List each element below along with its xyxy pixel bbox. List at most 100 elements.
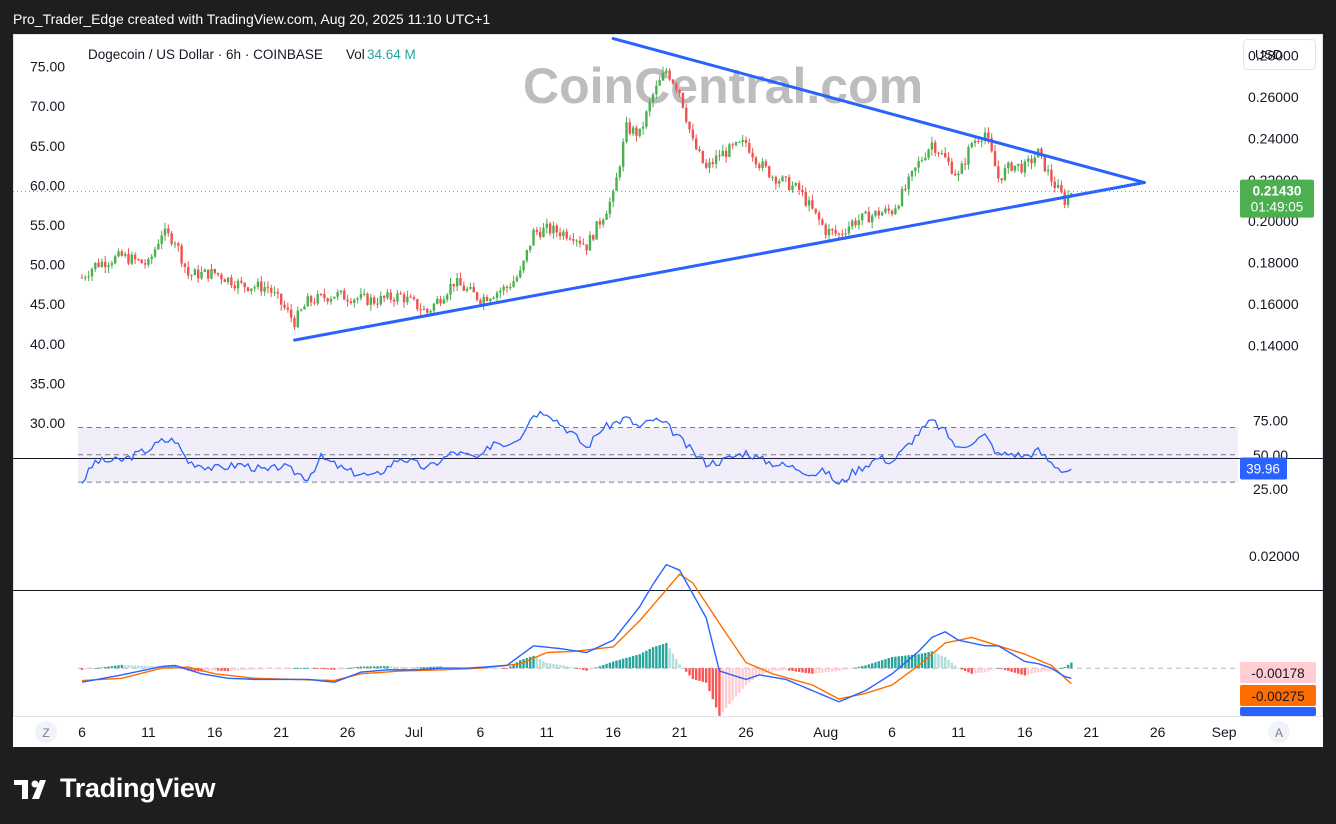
- macd-histogram-bar: [704, 668, 708, 683]
- candle: [781, 175, 784, 182]
- candle: [628, 118, 631, 136]
- candle: [797, 180, 801, 196]
- candle: [701, 150, 705, 164]
- macd-histogram-bar: [369, 666, 373, 669]
- candle: [353, 298, 356, 308]
- macd-histogram-bar: [671, 653, 675, 669]
- candle: [296, 306, 299, 329]
- macd-histogram-bar: [372, 666, 376, 669]
- candle: [107, 262, 110, 274]
- candle-body: [1053, 181, 1056, 188]
- candlestick-series: [80, 66, 1073, 330]
- candle: [250, 288, 253, 295]
- macd-value-badge: [1240, 707, 1316, 716]
- candle: [957, 170, 960, 182]
- candle: [190, 274, 193, 281]
- candle: [595, 221, 598, 240]
- footer-brand: TradingView: [14, 768, 216, 808]
- candle: [771, 175, 774, 181]
- candle-body: [572, 239, 575, 241]
- candle-body: [728, 144, 731, 157]
- candle-body: [200, 271, 203, 279]
- candle-body: [316, 294, 319, 304]
- macd-histogram-bar: [1027, 668, 1030, 675]
- macd-histogram-bar: [120, 664, 124, 669]
- candle: [1040, 147, 1043, 159]
- candle-body: [625, 122, 628, 142]
- macd-histogram-bar: [1010, 668, 1013, 672]
- candle: [787, 174, 791, 191]
- candle-body: [615, 177, 618, 191]
- macd-histogram-bar: [349, 667, 353, 669]
- candle-body: [273, 292, 276, 294]
- candle-body: [505, 286, 509, 288]
- macd-histogram-bar: [1017, 668, 1020, 674]
- currency-button[interactable]: [1243, 39, 1316, 70]
- auto-scale-label: A: [1275, 726, 1283, 740]
- macd-histogram-bar: [333, 668, 336, 670]
- candle: [874, 210, 877, 218]
- rsi-axis-tick: 75.00: [1253, 413, 1288, 429]
- candle: [618, 164, 622, 181]
- macd-histogram-bar: [681, 667, 685, 669]
- candle-body: [854, 220, 857, 226]
- candle: [1020, 159, 1023, 174]
- macd-histogram-bar: [605, 663, 608, 669]
- macd-histogram-bar: [250, 668, 253, 670]
- candle-body: [412, 297, 416, 300]
- macd-histogram-bar: [1060, 668, 1063, 669]
- candle-body: [87, 276, 90, 278]
- candle-body: [558, 232, 562, 237]
- candle: [416, 298, 419, 312]
- candle: [598, 217, 602, 229]
- candle-body: [897, 205, 900, 209]
- candle: [200, 266, 203, 280]
- candle: [751, 147, 754, 162]
- candle: [419, 303, 422, 316]
- resistance-trendline: [611, 37, 1146, 184]
- candle: [910, 170, 914, 181]
- candle-body: [409, 296, 412, 298]
- candle: [1030, 155, 1033, 170]
- macd-histogram-bar: [970, 668, 973, 674]
- macd-histogram-bar: [963, 668, 967, 671]
- candle-body: [804, 192, 807, 206]
- candle: [187, 261, 190, 280]
- candle-body: [230, 277, 233, 286]
- candle: [894, 204, 897, 216]
- candle: [877, 207, 880, 219]
- price-axis-tick: 0.14000: [1248, 337, 1299, 353]
- candle: [90, 267, 94, 282]
- candle: [681, 92, 685, 109]
- macd-histogram-bar: [190, 668, 193, 671]
- macd-histogram-bar: [661, 644, 665, 669]
- candle-body: [944, 153, 947, 158]
- candle-body: [1060, 184, 1063, 193]
- macd-histogram-bar: [313, 668, 316, 669]
- candle-body: [721, 150, 724, 157]
- candle: [197, 265, 200, 283]
- candle: [605, 210, 608, 220]
- macd-histogram-bar: [283, 668, 286, 669]
- candle: [861, 213, 864, 226]
- candle: [260, 275, 263, 296]
- macd-histogram-bar: [263, 668, 266, 670]
- candle: [84, 274, 87, 281]
- candle-body: [612, 190, 615, 202]
- candle-body: [509, 287, 512, 289]
- candle: [791, 181, 794, 193]
- candle-body: [1033, 157, 1037, 164]
- zoom-button[interactable]: [35, 721, 57, 743]
- candle: [130, 251, 133, 266]
- macd-histogram-bar: [216, 668, 220, 671]
- candle: [489, 297, 492, 304]
- candle-body: [967, 147, 970, 165]
- auto-scale-button[interactable]: [1268, 721, 1290, 743]
- candle-body: [821, 219, 824, 225]
- macd-histogram-bar: [1043, 668, 1046, 672]
- candle: [303, 304, 306, 310]
- candle-body: [246, 287, 250, 292]
- candle-body: [738, 141, 741, 143]
- candle: [950, 158, 954, 175]
